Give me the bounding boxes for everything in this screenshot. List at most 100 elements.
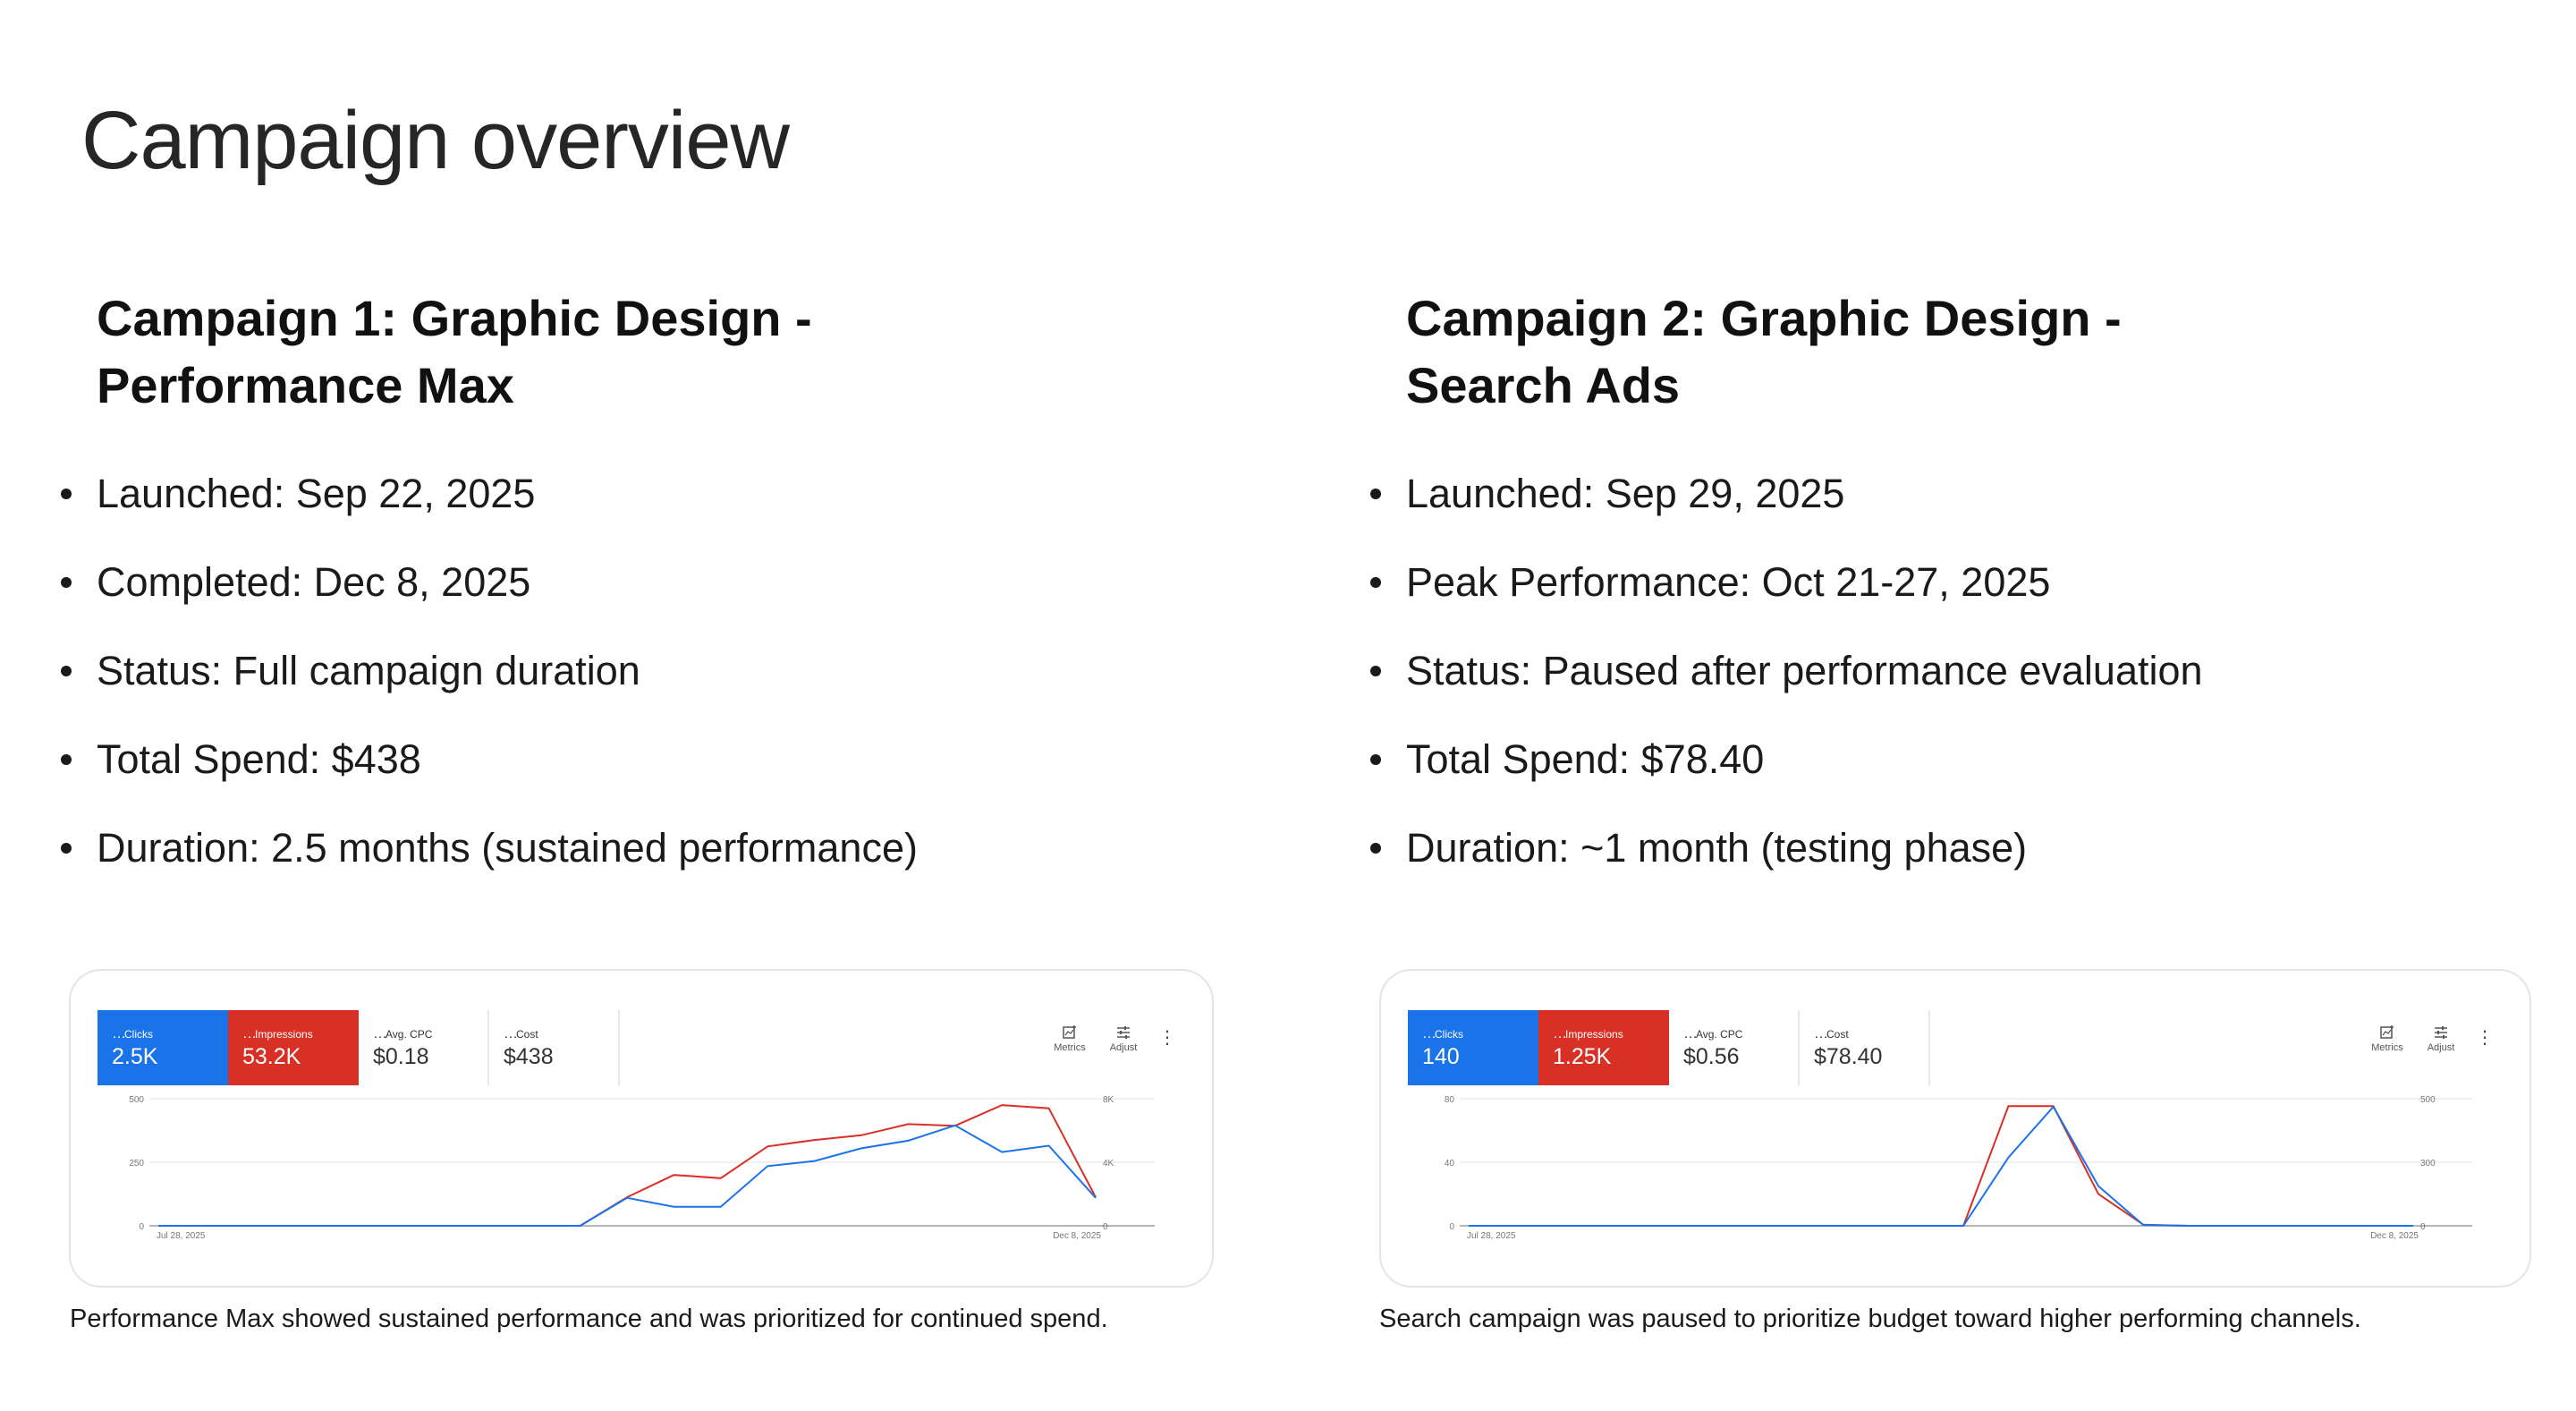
metric-value: $78.40 bbox=[1814, 1044, 1883, 1069]
metric-value: 140 bbox=[1422, 1044, 1460, 1069]
metric-tiles: … Clicks 140 … Impressions 1.25K … Avg. CPC $0… bbox=[1408, 1010, 1930, 1085]
metric-label: Avg. CPC bbox=[386, 1028, 433, 1041]
campaign-1-section: Campaign 1: Graphic Design - Performance… bbox=[61, 285, 1259, 871]
campaign-2-bullets: Launched: Sep 29, 2025 Peak Performance:… bbox=[1370, 469, 2203, 912]
metric-value: $438 bbox=[504, 1044, 554, 1069]
metric-tile-avg-cpc[interactable]: … Avg. CPC $0.18 bbox=[359, 1010, 489, 1085]
metric-value: $0.18 bbox=[373, 1044, 429, 1069]
more-options-icon[interactable]: ⋮ bbox=[1158, 1028, 1176, 1048]
campaign-1-bullets: Launched: Sep 22, 2025 Completed: Dec 8,… bbox=[61, 469, 918, 912]
campaign-2-caption: Search campaign was paused to prioritize… bbox=[1379, 1305, 2361, 1333]
campaign-2-chart-card: … Clicks 140 … Impressions 1.25K … Avg. CPC $0… bbox=[1379, 969, 2531, 1288]
bullet-dot-icon bbox=[61, 843, 72, 854]
adjust-label: Adjust bbox=[1109, 1042, 1138, 1053]
adjust-button[interactable]: Adjust bbox=[1105, 1024, 1142, 1053]
left-axis-tick-label: 80 bbox=[1445, 1095, 1455, 1105]
more-dots-icon: … bbox=[112, 1026, 127, 1041]
metrics-button[interactable]: Metrics bbox=[1051, 1024, 1089, 1053]
campaign-2-title-line1: Campaign 2: Graphic Design - bbox=[1406, 290, 2122, 346]
right-axis-tick-label: 0 bbox=[2420, 1222, 2426, 1232]
bullet-item: Duration: 2.5 months (sustained performa… bbox=[61, 823, 918, 912]
bullet-text: Total Spend: $78.40 bbox=[1406, 736, 1765, 782]
metric-tile-impressions[interactable]: … Impressions 53.2K bbox=[228, 1010, 359, 1085]
metric-tile-clicks[interactable]: … Clicks 2.5K bbox=[97, 1010, 228, 1085]
bullet-text: Status: Full campaign duration bbox=[97, 648, 640, 693]
metric-value: 53.2K bbox=[242, 1044, 301, 1069]
bullet-item: Status: Paused after performance evaluat… bbox=[1370, 646, 2203, 735]
bullet-item: Launched: Sep 22, 2025 bbox=[61, 469, 918, 557]
metrics-chart-icon bbox=[2380, 1025, 2394, 1039]
bullet-text: Launched: Sep 29, 2025 bbox=[1406, 471, 1845, 516]
metric-label: Impressions bbox=[1565, 1028, 1623, 1041]
more-dots-icon: … bbox=[1683, 1026, 1699, 1041]
series-line-clicks bbox=[1469, 1105, 2413, 1227]
bullet-text: Total Spend: $438 bbox=[97, 736, 421, 782]
more-dots-icon: … bbox=[373, 1026, 388, 1041]
adjust-label: Adjust bbox=[2427, 1042, 2455, 1053]
page-title: Campaign overview bbox=[81, 95, 790, 186]
tune-sliders-icon bbox=[2435, 1026, 2447, 1039]
metric-label: Cost bbox=[1826, 1028, 1849, 1041]
left-axis-tick-label: 40 bbox=[1445, 1159, 1455, 1169]
left-axis-tick-label: 0 bbox=[139, 1222, 144, 1232]
bullet-text: Duration: ~1 month (testing phase) bbox=[1406, 825, 2028, 871]
chart-tools: Metrics Adjust ⋮ bbox=[1051, 1024, 1176, 1053]
metric-value: 2.5K bbox=[112, 1044, 158, 1069]
metric-tile-impressions[interactable]: … Impressions 1.25K bbox=[1538, 1010, 1669, 1085]
bullet-dot-icon bbox=[61, 754, 72, 765]
bullet-text: Status: Paused after performance evaluat… bbox=[1406, 648, 2203, 693]
metric-tiles: … Clicks 2.5K … Impressions 53.2K … Avg. CPC $… bbox=[97, 1010, 620, 1085]
bullet-item: Status: Full campaign duration bbox=[61, 646, 918, 735]
bullet-item: Duration: ~1 month (testing phase) bbox=[1370, 823, 2203, 912]
metric-label: Impressions bbox=[255, 1028, 313, 1041]
metrics-label: Metrics bbox=[1054, 1042, 1086, 1053]
left-axis-tick-label: 0 bbox=[1449, 1222, 1454, 1232]
left-axis-tick-label: 250 bbox=[129, 1159, 144, 1169]
metric-value: 1.25K bbox=[1553, 1044, 1612, 1069]
more-dots-icon: … bbox=[1814, 1026, 1829, 1041]
bullet-item: Total Spend: $438 bbox=[61, 735, 918, 823]
bullet-dot-icon bbox=[61, 577, 72, 588]
x-axis-end-label: Dec 8, 2025 bbox=[1053, 1231, 1101, 1241]
campaign-1-chart-card: … Clicks 2.5K … Impressions 53.2K … Avg. CPC $… bbox=[69, 969, 1214, 1288]
metric-label: Clicks bbox=[1435, 1028, 1463, 1041]
metric-label: Cost bbox=[516, 1028, 538, 1041]
right-axis-tick-label: 4K bbox=[1103, 1159, 1114, 1169]
metric-tile-cost[interactable]: … Cost $438 bbox=[489, 1010, 620, 1085]
bullet-text: Launched: Sep 22, 2025 bbox=[97, 471, 536, 516]
adjust-button[interactable]: Adjust bbox=[2422, 1024, 2460, 1053]
series-line-clicks bbox=[158, 1124, 1097, 1227]
bullet-dot-icon bbox=[1370, 843, 1381, 854]
metric-tile-avg-cpc[interactable]: … Avg. CPC $0.56 bbox=[1669, 1010, 1800, 1085]
more-dots-icon: … bbox=[1553, 1026, 1568, 1041]
bullet-item: Completed: Dec 8, 2025 bbox=[61, 557, 918, 646]
metric-label: Clicks bbox=[124, 1028, 153, 1041]
series-line-impressions bbox=[1469, 1105, 2413, 1227]
left-axis-tick-label: 500 bbox=[129, 1095, 144, 1105]
bullet-text: Duration: 2.5 months (sustained performa… bbox=[97, 825, 918, 871]
more-dots-icon: … bbox=[1422, 1026, 1437, 1041]
performance-line-chart: 80 500 40 300 0 0 Jul 28, 2025 Dec 8, 2025 bbox=[1445, 1095, 2472, 1241]
right-axis-tick-label: 300 bbox=[2420, 1159, 2436, 1169]
metric-value: $0.56 bbox=[1683, 1044, 1740, 1069]
tune-sliders-icon bbox=[1117, 1026, 1130, 1039]
bullet-item: Peak Performance: Oct 21-27, 2025 bbox=[1370, 557, 2203, 646]
bullet-dot-icon bbox=[61, 489, 72, 499]
metric-tile-cost[interactable]: … Cost $78.40 bbox=[1800, 1010, 1930, 1085]
bullet-dot-icon bbox=[1370, 489, 1381, 499]
campaign-1-caption: Performance Max showed sustained perform… bbox=[70, 1305, 1108, 1333]
campaign-1-title-line1: Campaign 1: Graphic Design - bbox=[97, 290, 812, 346]
campaign-2-title-line2: Search Ads bbox=[1406, 357, 1681, 413]
metrics-button[interactable]: Metrics bbox=[2368, 1024, 2406, 1053]
bullet-dot-icon bbox=[1370, 577, 1381, 588]
x-axis-end-label: Dec 8, 2025 bbox=[2370, 1231, 2419, 1241]
bullet-dot-icon bbox=[61, 666, 72, 676]
right-axis-tick-label: 0 bbox=[1103, 1222, 1108, 1232]
bullet-item: Launched: Sep 29, 2025 bbox=[1370, 469, 2203, 557]
more-options-icon[interactable]: ⋮ bbox=[2476, 1028, 2494, 1048]
right-axis-tick-label: 500 bbox=[2420, 1095, 2436, 1105]
bullet-text: Completed: Dec 8, 2025 bbox=[97, 559, 531, 605]
campaign-2-section: Campaign 2: Graphic Design - Search Ads … bbox=[1370, 285, 2569, 871]
metric-tile-clicks[interactable]: … Clicks 140 bbox=[1408, 1010, 1538, 1085]
campaign-2-title: Campaign 2: Graphic Design - Search Ads bbox=[1406, 285, 2569, 419]
